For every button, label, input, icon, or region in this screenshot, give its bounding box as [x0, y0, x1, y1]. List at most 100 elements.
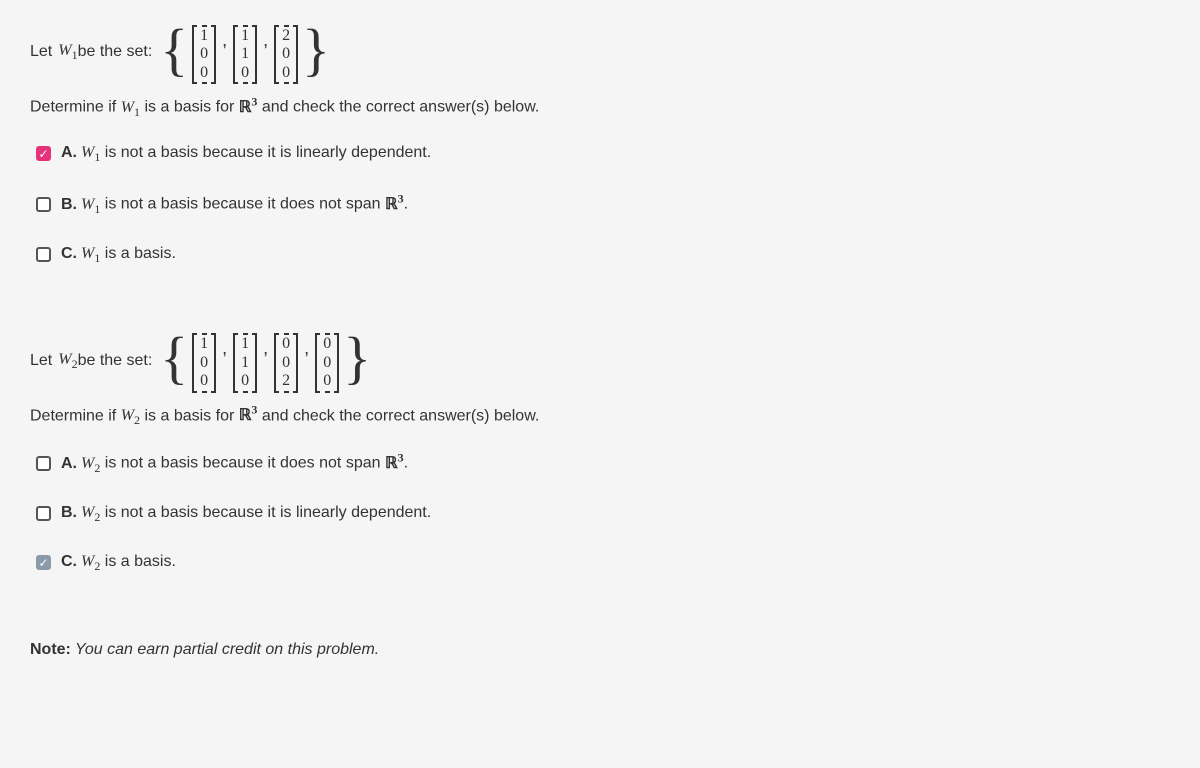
option-var: W1	[81, 245, 100, 262]
vector-entry: 0	[200, 64, 208, 82]
w2-det-mid: is a basis for	[140, 407, 239, 424]
comma: ,	[263, 338, 268, 358]
vector-entry: 1	[241, 354, 249, 372]
answer-option[interactable]: A.W2 is not a basis because it does not …	[36, 448, 1170, 478]
checkbox[interactable]	[36, 456, 51, 471]
option-text: is a basis.	[100, 553, 176, 570]
vector-entry: 0	[200, 45, 208, 63]
option-label: C.W2 is a basis.	[61, 549, 176, 576]
vector-entry: 2	[282, 27, 290, 45]
comma: ,	[304, 338, 309, 358]
question-w2: Let W2 be the set: { 100,110,002,000 } D…	[30, 328, 1170, 576]
w1-var-letter: W	[58, 42, 71, 59]
column-vector: 110	[233, 25, 257, 84]
option-label: C.W1 is a basis.	[61, 241, 176, 268]
w2-var-letter: W	[58, 351, 71, 368]
answer-option[interactable]: B.W1 is not a basis because it does not …	[36, 189, 1170, 219]
w1-det-post: and check the correct answer(s) below.	[257, 99, 539, 116]
w1-set-definition: Let W1 be the set: { 100,110,200 }	[30, 20, 1170, 84]
comma: ,	[263, 30, 268, 50]
option-letter: C.	[61, 553, 77, 570]
option-letter: A.	[61, 144, 77, 161]
option-letter: B.	[61, 504, 77, 521]
w2-space-r: ℝ	[239, 407, 252, 424]
note-bold: Note:	[30, 641, 71, 658]
column-vector: 100	[192, 25, 216, 84]
w1-let-post: be the set:	[78, 39, 153, 65]
option-label: A.W2 is not a basis because it does not …	[61, 448, 408, 478]
check-icon: ✓	[38, 148, 48, 160]
w2-instruction: Determine if W2 is a basis for ℝ3 and ch…	[30, 401, 1170, 431]
vector-entry: 1	[241, 335, 249, 353]
option-var: W2	[81, 455, 100, 472]
w2-vector-set: { 100,110,002,000 }	[158, 328, 373, 392]
check-icon: ✓	[38, 557, 48, 569]
option-space: ℝ3	[385, 196, 404, 213]
w1-options: ✓A.W1 is not a basis because it is linea…	[30, 140, 1170, 268]
option-text: is not a basis because it does not span	[100, 455, 385, 472]
vector-entry: 1	[241, 45, 249, 63]
w1-var2-letter: W	[121, 99, 134, 116]
vector-entry: 2	[282, 372, 290, 390]
vector-entry: 0	[282, 335, 290, 353]
vector-entry: 1	[200, 335, 208, 353]
vector-entry: 0	[323, 335, 331, 353]
option-var: W1	[81, 196, 100, 213]
option-var: W2	[81, 553, 100, 570]
w2-var2: W2	[121, 407, 140, 424]
vector-entry: 0	[200, 372, 208, 390]
checkbox[interactable]	[36, 197, 51, 212]
w2-let-pre: Let	[30, 348, 52, 374]
column-vector: 110	[233, 333, 257, 392]
option-text: is not a basis because it does not span	[100, 196, 385, 213]
answer-option[interactable]: ✓ A.W1 is not a basis because it is linea…	[36, 140, 1170, 167]
period: .	[404, 455, 408, 472]
w1-instruction: Determine if W1 is a basis for ℝ3 and ch…	[30, 92, 1170, 122]
w1-det-mid: is a basis for	[140, 99, 239, 116]
vector-entry: 0	[323, 372, 331, 390]
option-text: is not a basis because it is linearly de…	[100, 144, 431, 161]
column-vector: 100	[192, 333, 216, 392]
option-label: B.W1 is not a basis because it does not …	[61, 189, 408, 219]
option-label: A.W1 is not a basis because it is linear…	[61, 140, 431, 167]
vector-entry: 0	[282, 45, 290, 63]
w1-var: W1	[58, 38, 77, 65]
column-vector: 002	[274, 333, 298, 392]
w2-var2-letter: W	[121, 407, 134, 424]
w1-space-r: ℝ	[239, 99, 252, 116]
question-w1: Let W1 be the set: { 100,110,200 } Deter…	[30, 20, 1170, 268]
vector-entry: 1	[241, 27, 249, 45]
checkbox[interactable]	[36, 506, 51, 521]
w2-set-definition: Let W2 be the set: { 100,110,002,000 }	[30, 328, 1170, 392]
vector-entry: 0	[282, 64, 290, 82]
option-letter: C.	[61, 245, 77, 262]
w2-det-post: and check the correct answer(s) below.	[257, 407, 539, 424]
w2-options: A.W2 is not a basis because it does not …	[30, 448, 1170, 576]
comma: ,	[222, 30, 227, 50]
answer-option[interactable]: ✓ C.W2 is a basis.	[36, 549, 1170, 576]
vector-entry: 0	[323, 354, 331, 372]
w1-var2: W1	[121, 99, 140, 116]
answer-option[interactable]: C.W1 is a basis.	[36, 241, 1170, 268]
checkbox[interactable]: ✓	[36, 555, 51, 570]
vector-entry: 0	[200, 354, 208, 372]
option-var: W1	[81, 144, 100, 161]
w1-vectors: 100,110,200	[190, 20, 300, 84]
w1-vector-set: { 100,110,200 }	[158, 20, 332, 84]
w1-det-pre: Determine if	[30, 99, 121, 116]
vector-entry: 1	[200, 27, 208, 45]
w1-let-pre: Let	[30, 39, 52, 65]
partial-credit-note: Note: You can earn partial credit on thi…	[30, 637, 1170, 663]
w2-let-post: be the set:	[78, 348, 153, 374]
option-letter: B.	[61, 196, 77, 213]
option-space: ℝ3	[385, 455, 404, 472]
checkbox[interactable]: ✓	[36, 146, 51, 161]
option-letter: A.	[61, 455, 77, 472]
w1-space: ℝ3	[239, 99, 258, 116]
checkbox[interactable]	[36, 247, 51, 262]
option-label: B.W2 is not a basis because it is linear…	[61, 500, 431, 527]
answer-option[interactable]: B.W2 is not a basis because it is linear…	[36, 500, 1170, 527]
w2-vectors: 100,110,002,000	[190, 328, 341, 392]
w2-det-pre: Determine if	[30, 407, 121, 424]
option-text: is not a basis because it is linearly de…	[100, 504, 431, 521]
